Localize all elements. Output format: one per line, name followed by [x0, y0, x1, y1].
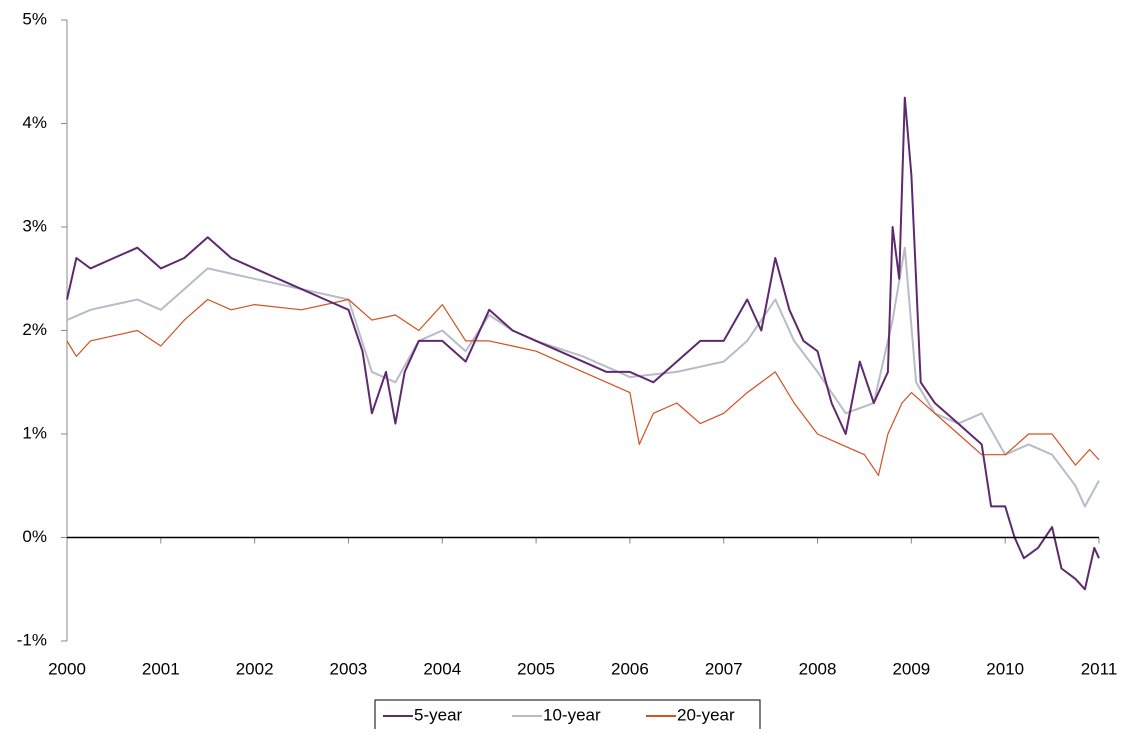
x-tick-label: 2009	[892, 659, 930, 678]
y-tick-label: 1%	[22, 423, 47, 442]
x-tick-label: 2006	[611, 659, 649, 678]
line-series	[66, 96, 1100, 591]
x-tick-label: 2000	[48, 659, 86, 678]
line-series	[66, 298, 1100, 476]
legend-label: 5-year	[414, 705, 463, 724]
line-series	[66, 246, 1100, 508]
legend-label: 20-year	[677, 705, 735, 724]
x-tick-label: 2002	[236, 659, 274, 678]
x-tick-label: 2011	[1081, 659, 1118, 678]
y-tick-label: 4%	[22, 113, 47, 132]
x-tick-label: 2001	[142, 659, 180, 678]
x-tick-label: 2007	[705, 659, 743, 678]
y-tick-label: 3%	[22, 216, 47, 235]
x-tick-label: 2008	[799, 659, 837, 678]
y-tick-label: 2%	[22, 320, 47, 339]
legend-box	[374, 699, 761, 734]
x-tick-label: 2005	[517, 659, 555, 678]
y-tick-label: 0%	[22, 527, 47, 546]
y-tick-label: -1%	[17, 630, 47, 649]
y-tick-label: 5%	[22, 9, 47, 28]
x-tick-label: 2003	[330, 659, 368, 678]
legend-label: 10-year	[543, 705, 601, 724]
x-tick-label: 2010	[986, 659, 1024, 678]
x-tick-label: 2004	[423, 659, 461, 678]
